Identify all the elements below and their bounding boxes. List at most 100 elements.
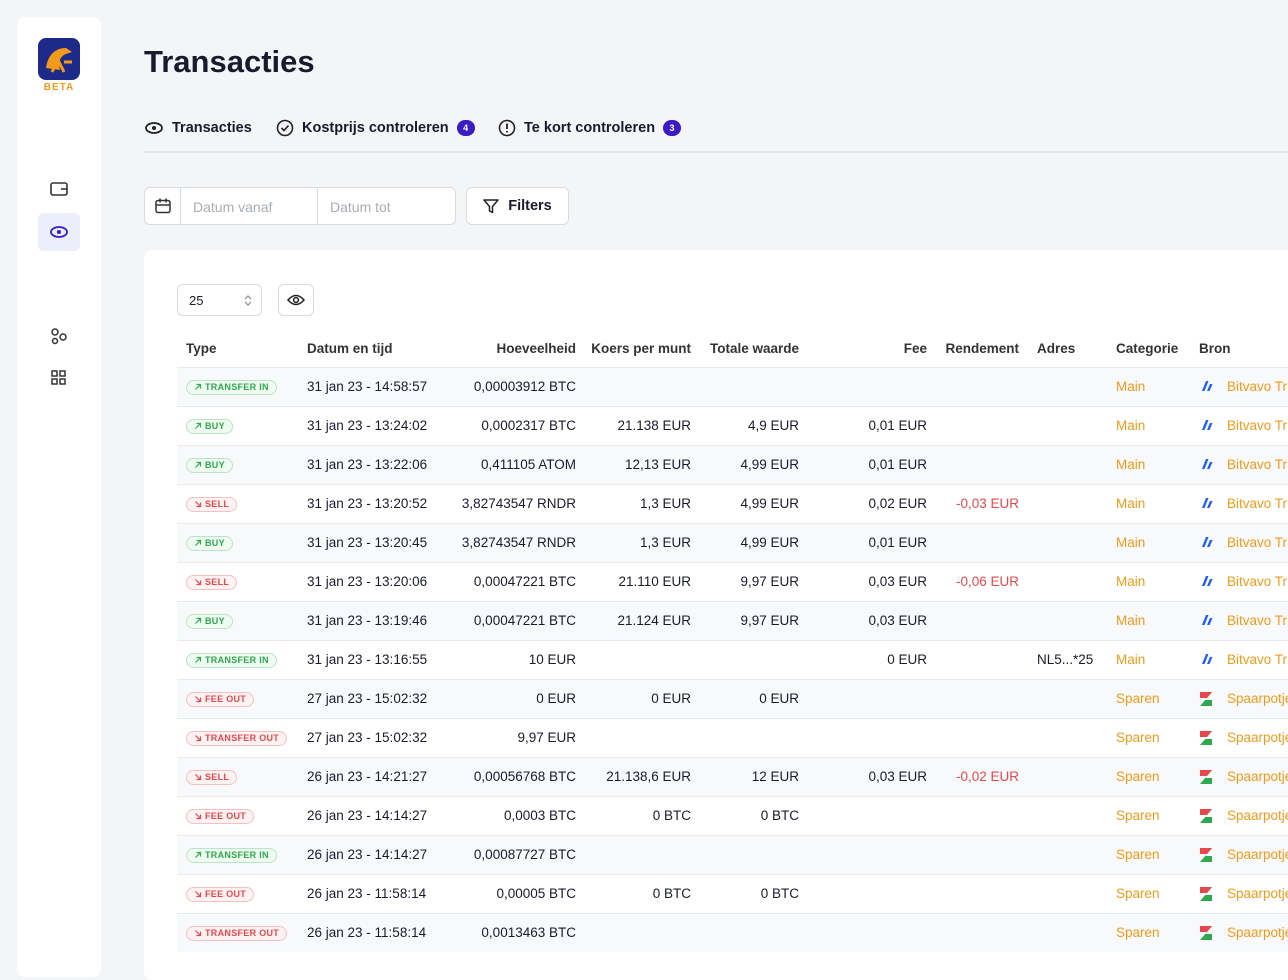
sidebar: BETA: [17, 17, 101, 977]
page-size-value: 25: [189, 293, 204, 308]
source-link[interactable]: Bitvavo Tr: [1227, 378, 1288, 394]
type-badge: TRANSFER OUT: [186, 925, 288, 941]
type-badge: BUY: [186, 535, 233, 551]
source-link[interactable]: Bitvavo Tr: [1227, 573, 1288, 589]
column-visibility-button[interactable]: [278, 284, 314, 316]
rate-cell: 0 BTC: [652, 807, 691, 823]
amount-cell: 0,00047221 BTC: [473, 612, 576, 628]
source-link[interactable]: Bitvavo Tr: [1227, 612, 1288, 628]
date-from-input[interactable]: Datum vanaf: [193, 199, 273, 215]
fee-cell: 0 EUR: [887, 651, 927, 667]
logo[interactable]: [38, 38, 80, 80]
table-row[interactable]: [177, 367, 1288, 406]
type-badge: TRANSFER OUT: [186, 730, 288, 746]
apps-nav[interactable]: [38, 359, 80, 397]
source-link[interactable]: Bitvavo Tr: [1227, 417, 1288, 433]
total-value-cell: 4,99 EUR: [740, 456, 799, 472]
source-link[interactable]: Bitvavo Tr: [1227, 651, 1288, 667]
type-label: SELL: [205, 577, 230, 587]
source-link[interactable]: Bitvavo Tr: [1227, 456, 1288, 472]
source-link[interactable]: Spaarpotje: [1227, 846, 1288, 862]
type-badge: SELL: [186, 769, 238, 785]
type-badge: FEE OUT: [186, 886, 255, 902]
table-row[interactable]: [177, 523, 1288, 562]
filters-button[interactable]: Filters: [466, 187, 569, 225]
tab[interactable]: Kostprijs controleren 4: [276, 117, 475, 139]
return-cell: -0,02 EUR: [955, 768, 1019, 784]
source-link[interactable]: Spaarpotje: [1227, 768, 1288, 784]
column-header: Categorie: [1116, 341, 1179, 356]
transactions-nav[interactable]: [38, 213, 80, 251]
page-size-select[interactable]: 25: [177, 284, 262, 316]
tab[interactable]: Te kort controleren 3: [498, 117, 682, 139]
total-value-cell: 12 EUR: [751, 768, 799, 784]
fee-cell: 0,01 EUR: [868, 534, 927, 550]
datetime-cell: 31 jan 23 - 13:20:06: [307, 573, 428, 589]
type-label: BUY: [205, 460, 225, 470]
source-icon: [1199, 886, 1213, 907]
rate-cell: 1,3 EUR: [639, 495, 691, 511]
amount-cell: 0 EUR: [536, 690, 576, 706]
column-header: Datum en tijd: [307, 341, 393, 356]
source-link[interactable]: Spaarpotje: [1227, 885, 1288, 901]
table-row[interactable]: [177, 445, 1288, 484]
table-row[interactable]: [177, 874, 1288, 913]
column-header: Fee: [903, 341, 927, 356]
tab[interactable]: Transacties: [144, 117, 252, 139]
type-badge: BUY: [186, 457, 233, 473]
source-link[interactable]: Spaarpotje: [1227, 690, 1288, 706]
source-icon: [1199, 574, 1213, 592]
category-cell: Main: [1116, 378, 1146, 394]
type-label: BUY: [205, 421, 225, 431]
table-row[interactable]: [177, 562, 1288, 601]
rate-cell: 21.124 EUR: [617, 612, 691, 628]
column-header: Bron: [1199, 341, 1231, 356]
category-cell: Sparen: [1116, 924, 1160, 940]
source-link[interactable]: Bitvavo Tr: [1227, 534, 1288, 550]
type-label: TRANSFER IN: [205, 655, 269, 665]
rate-cell: 0 BTC: [652, 885, 691, 901]
fee-cell: 0,02 EUR: [868, 495, 927, 511]
amount-cell: 3,82743547 RNDR: [461, 534, 576, 550]
amount-cell: 0,00047221 BTC: [473, 573, 576, 589]
category-cell: Sparen: [1116, 807, 1160, 823]
type-badge: BUY: [186, 418, 233, 434]
datetime-cell: 31 jan 23 - 13:20:52: [307, 495, 428, 511]
source-icon: [1199, 652, 1213, 670]
source-link[interactable]: Spaarpotje: [1227, 729, 1288, 745]
date-range[interactable]: Datum vanaf Datum tot: [144, 187, 456, 225]
tab-label: Transacties: [172, 120, 252, 136]
table-row[interactable]: [177, 640, 1288, 679]
total-value-cell: 9,97 EUR: [740, 612, 799, 628]
type-badge: SELL: [186, 496, 238, 512]
table-row[interactable]: [177, 484, 1288, 523]
page-title: Transacties: [144, 44, 315, 79]
table-row[interactable]: [177, 679, 1288, 718]
source-icon: [1199, 769, 1213, 790]
type-badge: BUY: [186, 613, 233, 629]
table-row[interactable]: [177, 757, 1288, 796]
category-cell: Main: [1116, 651, 1146, 667]
table-row[interactable]: [177, 796, 1288, 835]
source-icon: [1199, 535, 1213, 553]
total-value-cell: 4,99 EUR: [740, 495, 799, 511]
type-label: TRANSFER OUT: [205, 733, 280, 743]
source-link[interactable]: Spaarpotje: [1227, 807, 1288, 823]
table-row[interactable]: [177, 406, 1288, 445]
amount-cell: 0,0013463 BTC: [481, 924, 576, 940]
rate-cell: 21.138 EUR: [617, 417, 691, 433]
datetime-cell: 31 jan 23 - 13:24:02: [307, 417, 428, 433]
source-link[interactable]: Bitvavo Tr: [1227, 495, 1288, 511]
type-badge: FEE OUT: [186, 808, 255, 824]
type-label: FEE OUT: [205, 694, 247, 704]
rate-cell: 12,13 EUR: [624, 456, 691, 472]
connections-nav[interactable]: [38, 317, 80, 355]
tab-label: Te kort controleren: [524, 120, 656, 136]
wallet-nav[interactable]: [38, 170, 80, 208]
table-row[interactable]: [177, 913, 1288, 952]
table-row[interactable]: [177, 601, 1288, 640]
table-row[interactable]: [177, 835, 1288, 874]
table-row[interactable]: [177, 718, 1288, 757]
date-to-input[interactable]: Datum tot: [330, 199, 391, 215]
source-link[interactable]: Spaarpotje: [1227, 924, 1288, 940]
